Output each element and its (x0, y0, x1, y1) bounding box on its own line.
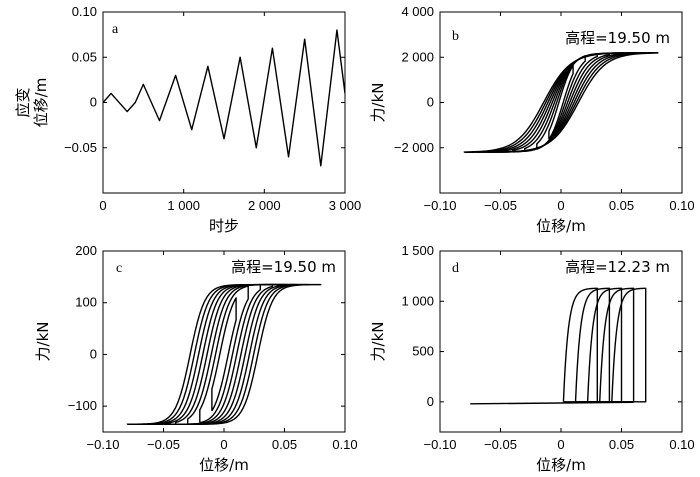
y-axis-label: 力/kN (369, 322, 387, 362)
x-tick-label: 0 (220, 437, 227, 452)
x-tick-label: 0.10 (332, 437, 357, 452)
x-tick-label: 0 (557, 198, 564, 213)
y-tick-label: 4 000 (401, 4, 434, 19)
x-tick-label: 0.10 (669, 437, 694, 452)
hysteresis-loop (463, 52, 659, 153)
y-axis-label: 力/kN (369, 83, 387, 123)
chart-panel-a: 0 1 000 2 000 3 000 −0.05 0 0.05 0.10 时步 应变 位移/m a (14, 4, 361, 235)
y-tick-label: 0 (90, 346, 97, 361)
x-tick-label: 0.05 (609, 437, 634, 452)
y-tick-label: 100 (75, 295, 97, 310)
plot-area (470, 287, 647, 405)
hysteresis-loop (599, 287, 635, 403)
y-tick-label: 0 (90, 95, 97, 110)
y-tick-label: −0.05 (64, 140, 97, 155)
chart-panel-c: −0.10 −0.05 0 0.05 0.10 −100 0 100 200 位移/m 力/kN c 高… (34, 243, 358, 474)
x-tick-label: −0.05 (147, 437, 180, 452)
elevation-annotation: 高程=19.50 m (231, 258, 336, 276)
y-tick-label: 1 500 (401, 243, 434, 258)
plot-area (126, 283, 322, 425)
panel-letter: c (116, 261, 122, 276)
y-tick-label: 0 (427, 95, 434, 110)
x-tick-label: −0.10 (87, 437, 120, 452)
x-tick-label: −0.10 (424, 198, 457, 213)
panel-letter: b (452, 29, 459, 44)
panel-letter: d (452, 261, 459, 276)
hysteresis-loop (611, 287, 647, 403)
chart-panel-d: −0.10 −0.05 0 0.05 0.10 0 500 1 000 1 500 位移/m 力/k… (369, 243, 695, 474)
baseline-line (470, 401, 634, 405)
hysteresis-loop (475, 52, 647, 153)
x-tick-label: 1 000 (167, 198, 200, 213)
x-tick-label: 0 (557, 437, 564, 452)
hysteresis-loop (586, 287, 623, 403)
y-axis-label-line2: 位移/m (32, 78, 50, 128)
hysteresis-loop (562, 287, 598, 403)
x-tick-label: 0.05 (609, 198, 634, 213)
y-tick-label: 2 000 (401, 49, 434, 64)
y-tick-label: 500 (412, 344, 434, 359)
x-axis-label: 位移/m (536, 217, 586, 235)
x-tick-label: 0.10 (669, 198, 694, 213)
chart-panel-b: −0.10 −0.05 0 0.05 0.10 −2 000 0 2 000 4 000 位移/m… (369, 4, 695, 235)
x-axis-label: 位移/m (536, 456, 586, 474)
x-tick-label: 0 (99, 198, 106, 213)
plot-area (103, 29, 345, 167)
displacement-history-line (103, 29, 345, 167)
hysteresis-loop (499, 52, 623, 153)
hysteresis-loop (574, 287, 611, 403)
elevation-annotation: 高程=12.23 m (565, 258, 670, 276)
hysteresis-loop (126, 283, 322, 425)
panel-letter: a (112, 22, 119, 37)
plot-area (463, 52, 659, 153)
y-tick-label: −2 000 (394, 140, 434, 155)
x-tick-label: 2 000 (248, 198, 281, 213)
x-tick-label: −0.10 (424, 437, 457, 452)
y-tick-label: 0 (427, 394, 434, 409)
x-tick-label: −0.05 (484, 198, 517, 213)
y-axis-label-line1: 应变 (14, 87, 32, 117)
y-tick-label: 1 000 (401, 293, 434, 308)
y-tick-label: 0.05 (72, 49, 97, 64)
y-tick-label: 200 (75, 243, 97, 258)
x-axis-label: 时步 (209, 217, 239, 235)
x-axis-label: 位移/m (199, 456, 249, 474)
y-axis-label: 力/kN (34, 322, 52, 362)
elevation-annotation: 高程=19.50 m (565, 29, 670, 47)
x-tick-label: 3 000 (329, 198, 362, 213)
plot-frame (102, 11, 346, 194)
hysteresis-loop (211, 297, 237, 412)
y-tick-label: 0.10 (72, 4, 97, 19)
x-tick-label: 0.05 (272, 437, 297, 452)
hysteresis-loop (487, 52, 635, 153)
x-tick-label: −0.05 (484, 437, 517, 452)
y-tick-label: −100 (68, 398, 97, 413)
